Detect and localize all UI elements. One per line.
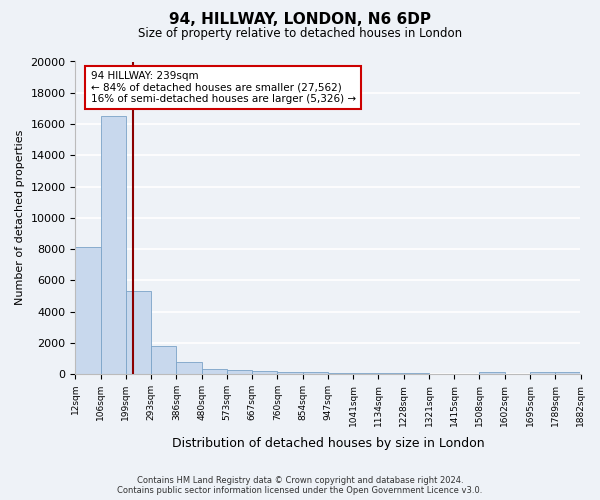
Bar	[227, 370, 252, 374]
Bar	[151, 346, 176, 374]
Bar	[252, 371, 277, 374]
Bar	[101, 116, 126, 374]
Bar	[479, 372, 505, 374]
X-axis label: Distribution of detached houses by size in London: Distribution of detached houses by size …	[172, 437, 484, 450]
Bar	[555, 372, 581, 374]
Bar	[277, 372, 302, 374]
Bar	[353, 373, 379, 374]
Bar	[126, 291, 151, 374]
Bar	[176, 362, 202, 374]
Bar	[328, 373, 353, 374]
Bar	[202, 370, 227, 374]
Text: 94 HILLWAY: 239sqm
← 84% of detached houses are smaller (27,562)
16% of semi-det: 94 HILLWAY: 239sqm ← 84% of detached hou…	[91, 71, 356, 104]
Bar	[302, 372, 328, 374]
Bar	[530, 372, 555, 374]
Bar	[76, 248, 101, 374]
Text: 94, HILLWAY, LONDON, N6 6DP: 94, HILLWAY, LONDON, N6 6DP	[169, 12, 431, 28]
Text: Size of property relative to detached houses in London: Size of property relative to detached ho…	[138, 28, 462, 40]
Text: Contains HM Land Registry data © Crown copyright and database right 2024.
Contai: Contains HM Land Registry data © Crown c…	[118, 476, 482, 495]
Y-axis label: Number of detached properties: Number of detached properties	[15, 130, 25, 306]
